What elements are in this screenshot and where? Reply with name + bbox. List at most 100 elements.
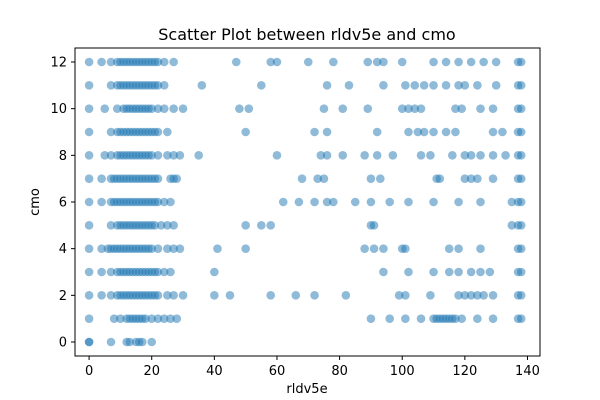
data-point: [97, 197, 106, 207]
data-point: [394, 291, 404, 300]
data-point: [241, 244, 250, 253]
data-point: [316, 151, 326, 160]
data-point: [466, 174, 476, 183]
data-point: [363, 57, 373, 67]
data-point: [376, 174, 385, 183]
data-point: [84, 291, 94, 300]
data-point: [485, 267, 495, 277]
data-point: [466, 267, 476, 277]
data-point: [84, 221, 94, 230]
data-point: [366, 174, 376, 183]
y-tick-label: 6: [59, 196, 67, 211]
data-point: [441, 81, 451, 90]
y-tick-label: 10: [50, 102, 67, 117]
data-point: [507, 197, 517, 207]
data-point: [106, 337, 116, 347]
data-point: [457, 104, 467, 113]
data-point: [451, 104, 460, 113]
data-point: [419, 127, 429, 137]
data-point: [231, 57, 241, 67]
data-point: [172, 174, 182, 183]
data-point: [272, 57, 282, 67]
data-point: [175, 244, 185, 253]
y-tick-label: 4: [59, 242, 67, 257]
data-point: [112, 104, 122, 113]
data-point: [404, 127, 413, 137]
data-point: [429, 127, 438, 137]
data-point: [84, 81, 94, 90]
points-layer: [84, 57, 526, 347]
data-point: [97, 57, 106, 67]
data-point: [153, 104, 163, 113]
data-point: [100, 151, 110, 160]
data-point: [169, 151, 178, 160]
data-point: [106, 127, 116, 137]
data-point: [416, 151, 426, 160]
data-point: [197, 81, 207, 90]
data-point: [416, 104, 426, 113]
data-point: [153, 151, 163, 160]
data-point: [97, 244, 106, 253]
data-point: [106, 81, 116, 90]
data-point: [257, 221, 266, 230]
data-point: [169, 57, 178, 67]
data-point: [451, 314, 460, 323]
data-point: [210, 291, 219, 300]
data-point: [404, 104, 413, 113]
data-point: [444, 267, 454, 277]
data-point: [153, 81, 163, 90]
data-point: [97, 291, 106, 300]
data-point: [329, 57, 338, 67]
data-point: [416, 314, 426, 323]
data-point: [278, 197, 288, 207]
data-point: [476, 267, 485, 277]
data-point: [516, 151, 526, 160]
data-point: [363, 104, 373, 113]
data-point: [341, 291, 351, 300]
data-point: [303, 57, 313, 67]
data-point: [466, 151, 476, 160]
data-point: [516, 104, 526, 113]
data-point: [476, 104, 485, 113]
y-tick-label: 2: [59, 289, 67, 304]
data-point: [404, 197, 413, 207]
data-point: [166, 267, 175, 277]
data-point: [147, 151, 157, 160]
data-point: [410, 81, 420, 90]
data-point: [385, 197, 395, 207]
data-point: [266, 57, 276, 67]
data-point: [516, 174, 526, 183]
data-point: [501, 151, 510, 160]
chart-title: Scatter Plot between rldv5e and cmo: [158, 25, 455, 44]
data-point: [178, 291, 188, 300]
data-point: [153, 57, 163, 67]
data-point: [138, 337, 147, 347]
data-point: [460, 151, 470, 160]
y-tick-label: 12: [50, 56, 67, 71]
data-point: [473, 174, 482, 183]
data-point: [163, 244, 172, 253]
data-point: [163, 291, 172, 300]
data-point: [488, 127, 498, 137]
data-point: [106, 221, 116, 230]
data-point: [163, 151, 172, 160]
data-point: [84, 57, 94, 67]
data-point: [451, 127, 460, 137]
data-point: [147, 337, 157, 347]
y-tick-label: 8: [59, 149, 67, 164]
data-point: [479, 291, 488, 300]
data-point: [153, 174, 163, 183]
data-point: [147, 244, 157, 253]
data-point: [153, 127, 163, 137]
y-tick-label: 0: [59, 336, 67, 351]
plot-frame: [74, 47, 541, 357]
data-point: [294, 197, 304, 207]
data-point: [210, 267, 219, 277]
data-point: [385, 314, 395, 323]
data-point: [360, 244, 369, 253]
data-point: [366, 197, 376, 207]
data-point: [266, 221, 276, 230]
x-tick-label: 80: [331, 364, 348, 379]
data-point: [429, 81, 438, 90]
x-tick-label: 40: [206, 364, 223, 379]
